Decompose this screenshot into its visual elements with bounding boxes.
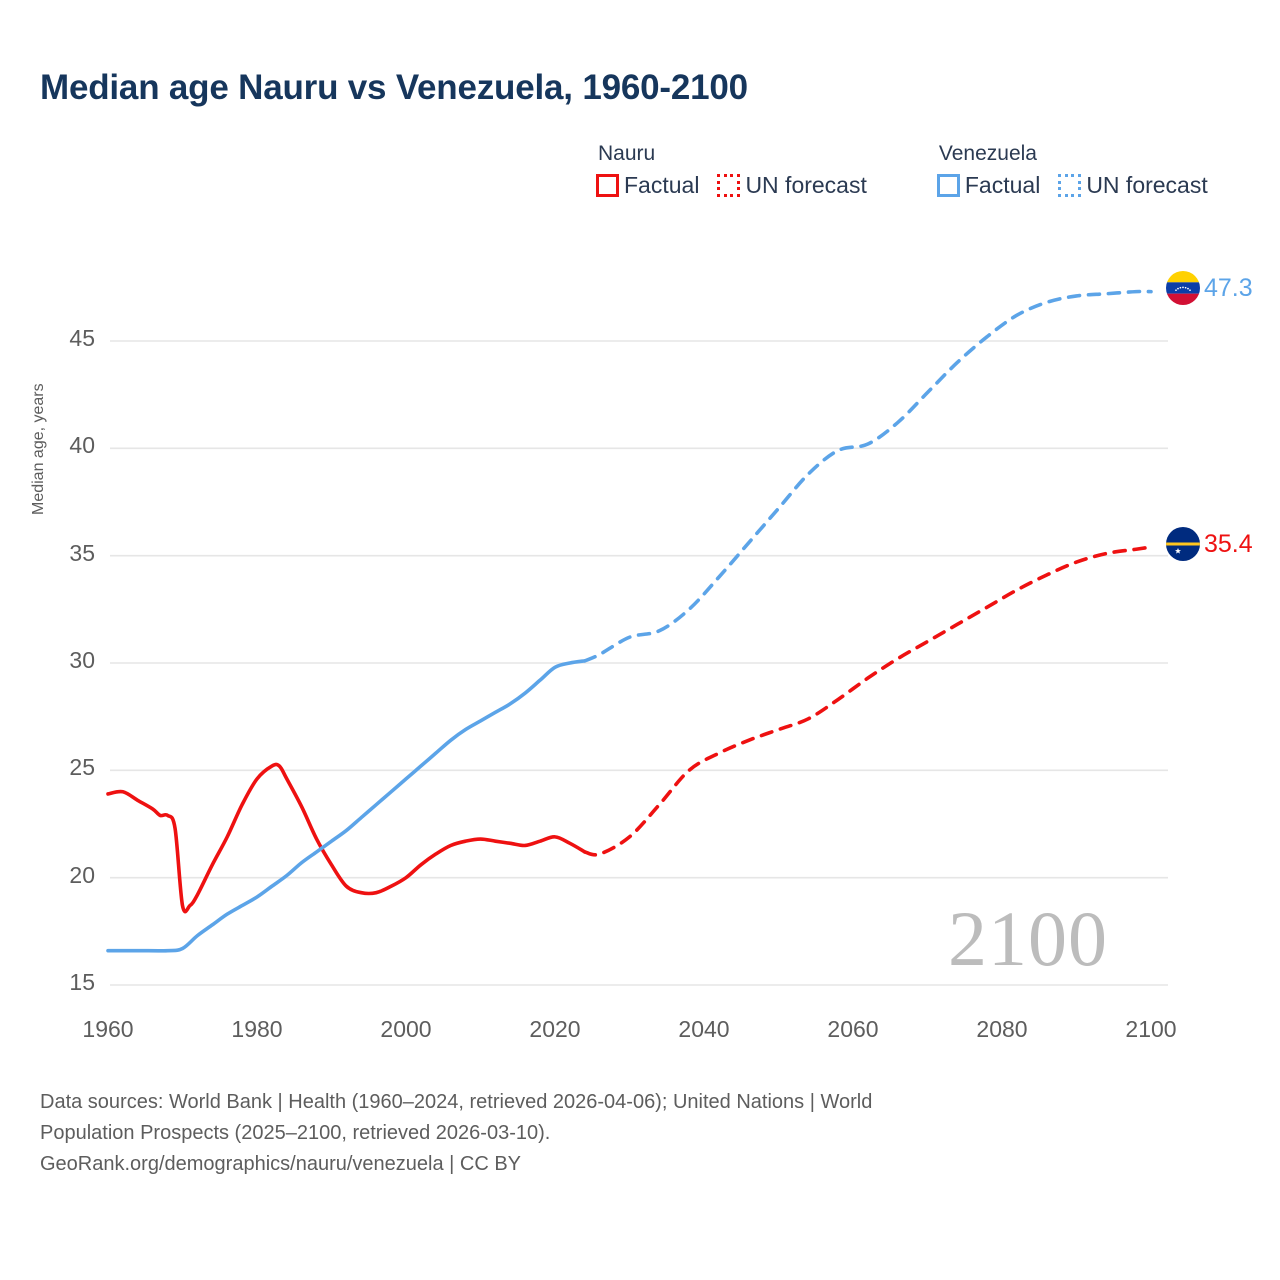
dotted-square-outline-icon bbox=[717, 174, 741, 197]
line-nauru-forecast bbox=[583, 545, 1153, 857]
y-axis-tick-label: 45 bbox=[69, 325, 95, 351]
x-axis-tick-label: 1960 bbox=[82, 1016, 134, 1042]
y-axis-tick-label: 40 bbox=[69, 432, 95, 459]
legend-item-nauru-forecast[interactable]: UN forecast bbox=[717, 172, 867, 199]
x-axis-tick-label: 2040 bbox=[678, 1016, 730, 1042]
legend-label-venezuela-forecast: UN forecast bbox=[1086, 172, 1208, 198]
legend-label-nauru-forecast: UN forecast bbox=[745, 172, 867, 198]
solid-square-outline-icon bbox=[936, 174, 960, 197]
y-axis-tick-label: 20 bbox=[69, 861, 95, 888]
x-axis-tick-label: 2060 bbox=[827, 1016, 879, 1042]
venezuela-flag-icon bbox=[1166, 271, 1200, 305]
x-axis-tick-label: 2000 bbox=[380, 1016, 432, 1042]
legend-label-nauru-factual: Factual bbox=[624, 172, 700, 198]
x-axis-tick-label: 2100 bbox=[1125, 1016, 1177, 1042]
dotted-square-outline-icon bbox=[1058, 174, 1082, 197]
line-venezuela-factual bbox=[106, 659, 587, 953]
venezuela-endpoint-value: 47.3 bbox=[1204, 274, 1253, 302]
legend-group-venezuela: Venezuela Factual UN forecast bbox=[936, 142, 1208, 199]
series-lines bbox=[106, 289, 1153, 953]
line-venezuela-forecast bbox=[583, 289, 1153, 663]
gridlines bbox=[110, 340, 1168, 986]
x-axis-tick-label: 1980 bbox=[231, 1016, 283, 1042]
legend-country-venezuela: Venezuela bbox=[938, 142, 1037, 165]
legend-group-nauru: Nauru Factual UN forecast bbox=[596, 142, 867, 199]
y-axis-tick-label: 25 bbox=[69, 754, 95, 781]
legend-label-venezuela-factual: Factual bbox=[964, 172, 1041, 198]
y-axis-tick-label: 30 bbox=[69, 647, 95, 673]
footer-line-1: Data sources: World Bank | Health (1960–… bbox=[40, 1091, 873, 1113]
chart-legend: Nauru Factual UN forecast Venezuela Fact… bbox=[596, 142, 1208, 199]
page-title: Median age Nauru vs Venezuela, 1960-2100 bbox=[40, 68, 748, 107]
y-axis-tick-label: 15 bbox=[69, 969, 95, 995]
legend-country-nauru: Nauru bbox=[598, 142, 656, 165]
x-axis-tick-label: 2020 bbox=[529, 1016, 581, 1042]
footer-line-3: GeoRank.org/demographics/nauru/venezuela… bbox=[40, 1153, 522, 1175]
y-axis-tick-label: 35 bbox=[69, 539, 95, 566]
line-nauru-factual bbox=[106, 762, 587, 914]
legend-item-nauru-factual[interactable]: Factual bbox=[596, 172, 699, 199]
year-watermark: 2100 bbox=[948, 895, 1108, 982]
footer-line-2: Population Prospects (2025–2100, retriev… bbox=[40, 1122, 551, 1144]
solid-square-outline-icon bbox=[596, 174, 619, 197]
nauru-endpoint-value: 35.4 bbox=[1204, 530, 1253, 558]
nauru-flag-icon bbox=[1166, 527, 1200, 561]
legend-item-venezuela-factual[interactable]: Factual bbox=[936, 172, 1041, 199]
footer-sources: Data sources: World Bank | Health (1960–… bbox=[40, 1088, 1170, 1181]
x-axis-tick-label: 2080 bbox=[976, 1016, 1028, 1042]
legend-item-venezuela-forecast[interactable]: UN forecast bbox=[1058, 172, 1208, 199]
